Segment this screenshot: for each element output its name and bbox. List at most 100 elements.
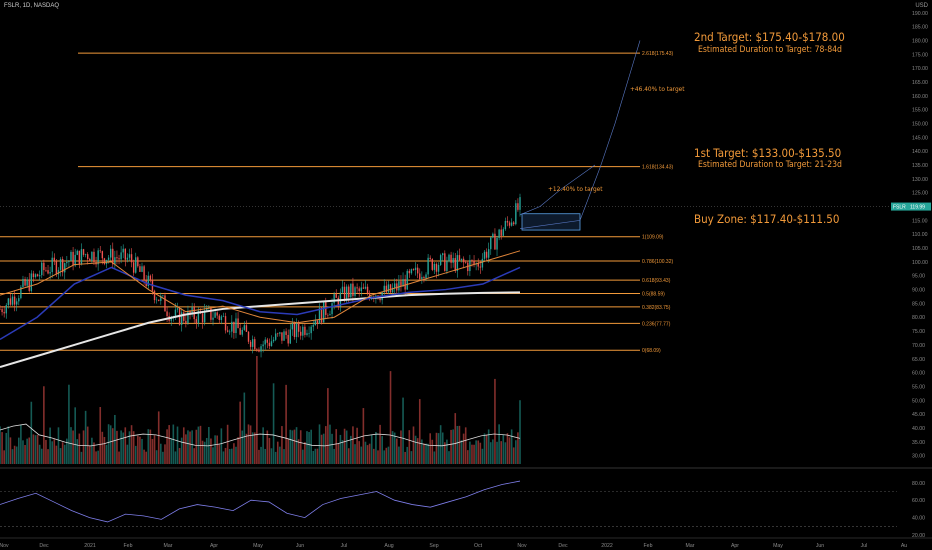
volume-bar (170, 438, 173, 464)
volume-bar (162, 451, 164, 464)
candle-body (97, 250, 99, 265)
candle-body (287, 334, 289, 344)
volume-bar (17, 437, 20, 464)
time-tick-label: Nov (0, 543, 9, 549)
volume-bar (360, 446, 363, 464)
volume-bar (185, 434, 187, 464)
volume-bar (114, 414, 116, 464)
volume-bar (45, 439, 47, 464)
volume-bar (510, 429, 513, 464)
volume-bar (304, 442, 306, 464)
time-tick-label: Nov (517, 543, 527, 549)
volume-bar (258, 449, 260, 464)
candle-body (160, 295, 162, 301)
candle-body (270, 341, 273, 347)
candle-body (254, 339, 256, 350)
candle-body (302, 326, 304, 336)
candle-body (30, 273, 33, 291)
candle-body (183, 312, 185, 321)
time-tick-label: Mar (686, 543, 695, 549)
candle-body (187, 310, 189, 324)
price-tick-label: 85.00 (912, 301, 925, 307)
candle-body (220, 316, 223, 321)
volume-bar (517, 432, 519, 464)
candle-body (452, 258, 454, 263)
price-tick-label: 80.00 (912, 315, 925, 321)
candle-body (189, 310, 191, 315)
price-tick-label: 105.00 (912, 246, 928, 252)
volume-bar (9, 437, 12, 464)
volume-bar (66, 438, 68, 464)
volume-bar (498, 424, 500, 464)
price-tag-box (909, 202, 931, 211)
candle-body (245, 325, 248, 332)
volume-bar (356, 427, 358, 464)
candle-body (128, 254, 131, 258)
volume-bar (308, 431, 310, 464)
candle-body (72, 251, 74, 266)
volume-bar (492, 439, 494, 464)
candle-body (433, 263, 436, 270)
volume-bar (287, 438, 289, 464)
candle-body (454, 258, 456, 272)
candle-body (155, 299, 158, 301)
volume-bar (425, 443, 427, 464)
volume-bar (377, 450, 379, 464)
price-tick-label: 100.00 (912, 260, 928, 266)
candle-body (460, 258, 463, 261)
volume-bar (174, 451, 177, 464)
volume-bar (49, 427, 51, 464)
candle-body (406, 270, 408, 290)
volume-bar (105, 444, 108, 464)
volume-bar (276, 441, 279, 464)
candle-body (444, 253, 446, 271)
time-tick-label: May (773, 543, 783, 549)
volume-bar (30, 401, 33, 464)
volume-bar (439, 425, 442, 464)
candle-body (235, 318, 237, 334)
volume-bar (473, 444, 475, 464)
volume-bar (387, 446, 390, 464)
volume-bar (0, 426, 1, 464)
candle-body (103, 258, 106, 264)
candle-body (13, 296, 16, 305)
candle-body (425, 274, 427, 279)
candle-body (122, 248, 124, 253)
price-tick-label: 150.00 (912, 122, 928, 128)
candle-body (53, 257, 55, 262)
volume-bar (406, 446, 409, 464)
price-tick-label: 45.00 (912, 412, 925, 418)
volume-bar (352, 426, 354, 464)
fib-label: 0.5(88.59) (642, 291, 665, 297)
candle-body (279, 332, 281, 334)
time-tick-label: Jul (341, 543, 348, 549)
candle-body (498, 229, 500, 238)
candle-body (57, 269, 60, 275)
candle-body (281, 332, 283, 341)
candle-body (141, 266, 143, 272)
candle-body (224, 316, 227, 331)
candle-body (36, 274, 39, 277)
candle-body (329, 314, 331, 316)
volume-bar (166, 429, 168, 464)
candle-body (446, 261, 448, 271)
candle-body (203, 310, 206, 323)
moving-averages (0, 250, 521, 369)
candle-body (473, 260, 475, 265)
volume-bar (203, 441, 206, 464)
volume-bar (314, 448, 317, 464)
candle-body (51, 257, 53, 273)
volume-bar (270, 448, 273, 464)
volume-bar (95, 451, 97, 464)
rsi-tick-label: 60.00 (912, 498, 925, 504)
ma-mid-line (0, 266, 521, 341)
volume-bar (347, 448, 350, 464)
volume-bar (350, 435, 352, 464)
candle-body (318, 307, 321, 324)
candle-body (414, 267, 417, 271)
candle-body (504, 220, 507, 230)
volume-bar (72, 430, 74, 464)
volume-bar (70, 427, 72, 464)
volume-bar (91, 437, 93, 464)
candle-body (266, 339, 269, 343)
